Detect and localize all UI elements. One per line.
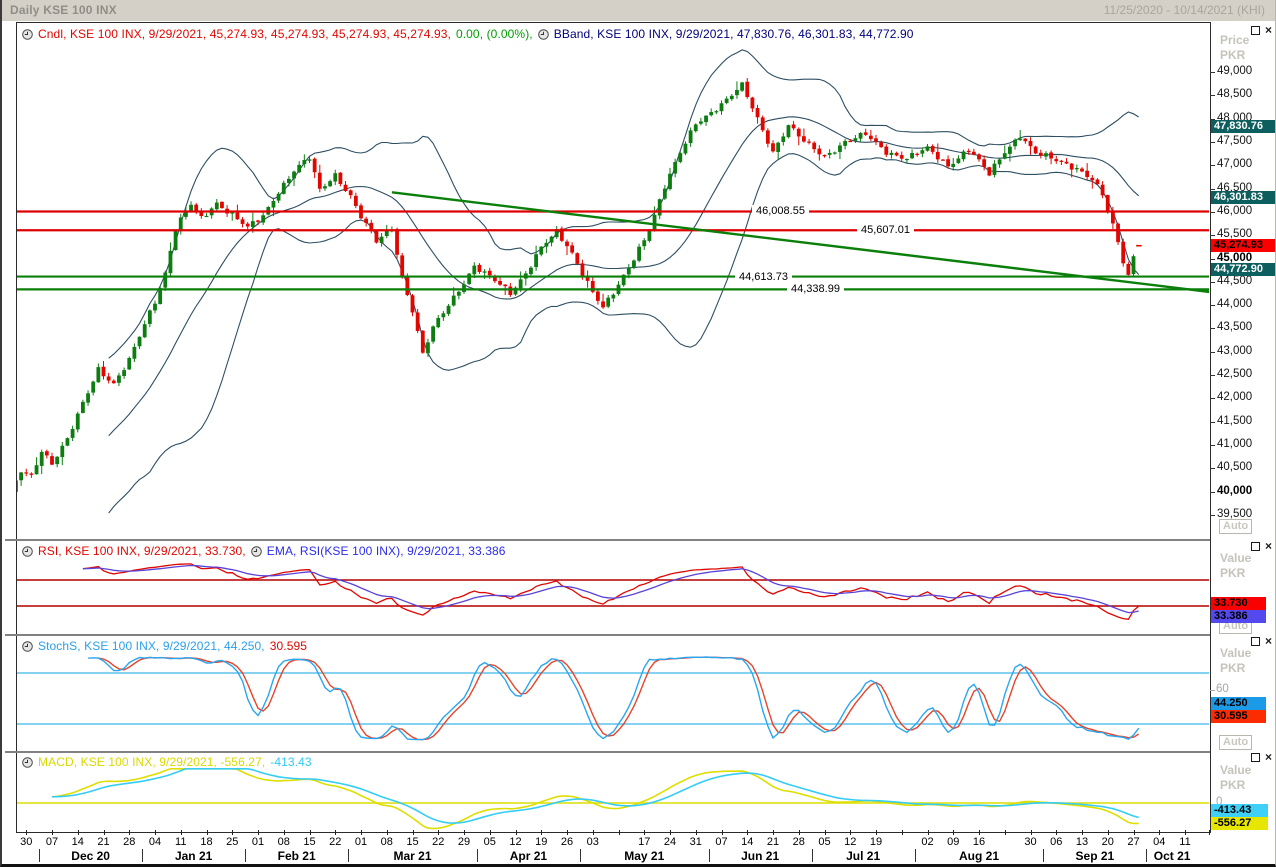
bollinger-lower-line xyxy=(108,153,1140,514)
stoch-d-line xyxy=(98,656,1140,741)
rsi-line xyxy=(82,563,1140,621)
chart-frame-border xyxy=(16,22,1211,833)
panel-divider xyxy=(5,634,1210,636)
candlestick-series xyxy=(17,77,1142,492)
macd-signal-line xyxy=(51,767,1139,824)
date-range-label: 11/25/2020 - 10/14/2021 (KHI) xyxy=(1103,3,1265,17)
bollinger-upper-line xyxy=(108,49,1139,359)
panel-divider xyxy=(5,751,1210,753)
stoch-k-line xyxy=(88,656,1140,741)
macd-line xyxy=(51,767,1139,830)
rsi-ema-line xyxy=(82,564,1139,614)
window-title: Daily KSE 100 INX xyxy=(10,3,117,17)
panel-divider xyxy=(5,539,1210,541)
title-bar: Daily KSE 100 INX 11/25/2020 - 10/14/202… xyxy=(2,0,1275,21)
descending-trendline xyxy=(391,191,1209,294)
